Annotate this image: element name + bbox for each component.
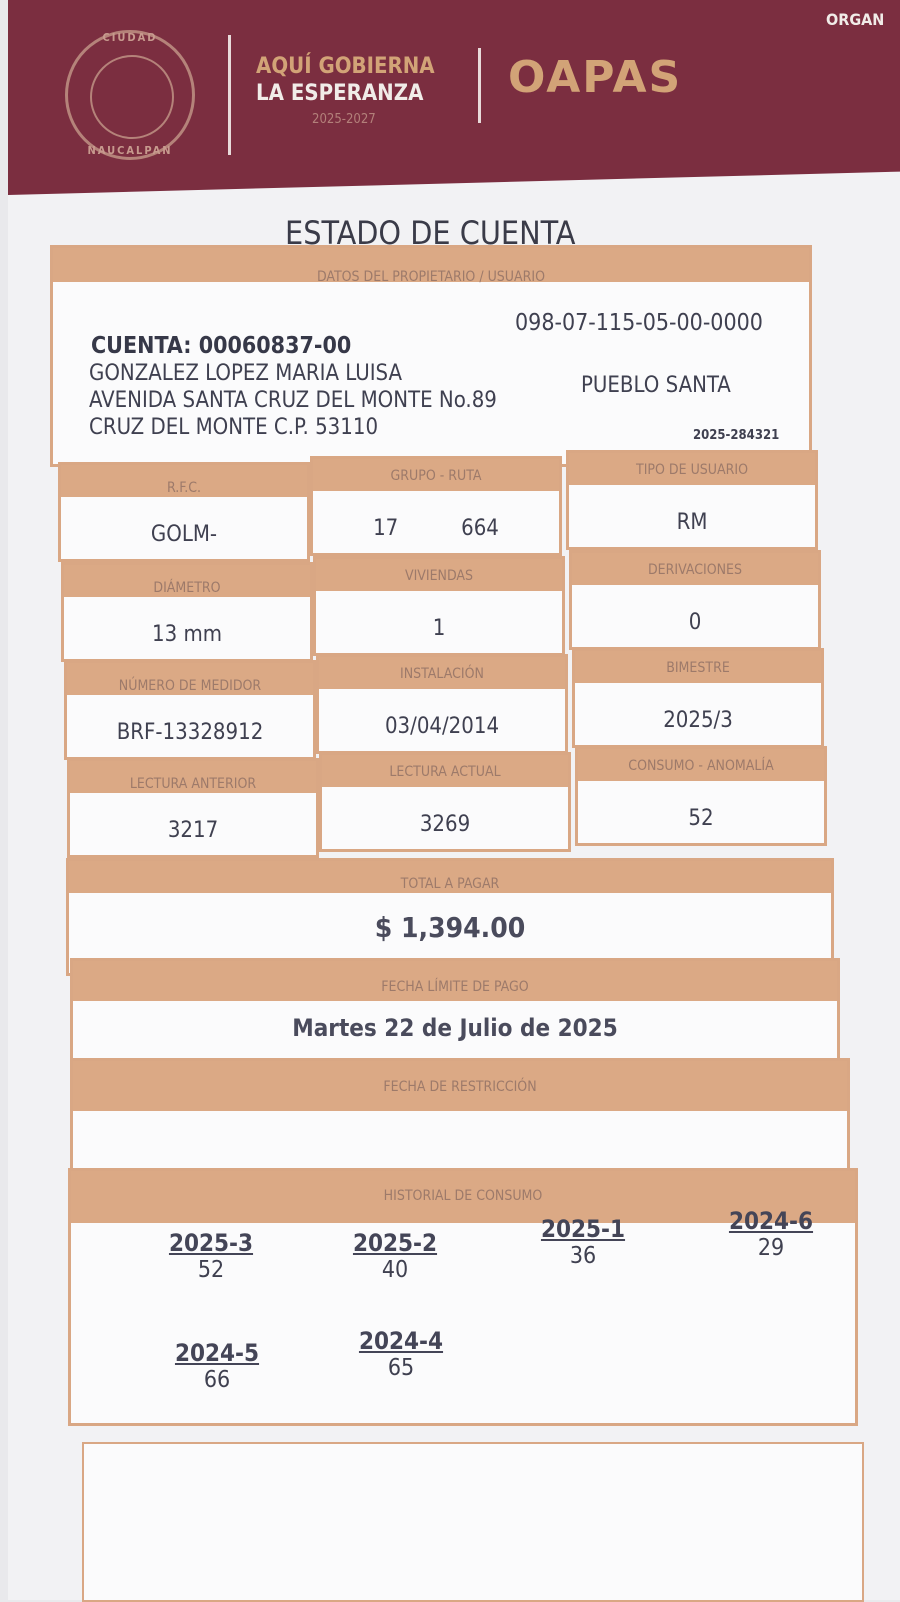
history-value: 65 — [387, 1355, 415, 1381]
field-label: NÚMERO DE MEDIDOR — [67, 663, 313, 695]
section-label: DATOS DEL PROPIETARIO / USUARIO — [53, 248, 809, 285]
bottom-section — [82, 1442, 864, 1602]
history-item: 2024-5 66 — [157, 1339, 277, 1393]
divider — [478, 48, 481, 123]
history-period: 2025-2 — [352, 1229, 438, 1257]
owner-section: DATOS DEL PROPIETARIO / USUARIO CUENTA: … — [50, 245, 812, 467]
field-r-f-c: R.F.C. GOLM- — [58, 462, 310, 562]
history-value: 29 — [757, 1235, 785, 1261]
seal-emblem-icon — [90, 55, 174, 139]
field-label: DERIVACIONES — [572, 553, 818, 585]
field-label: CONSUMO - ANOMALÍA — [578, 749, 824, 781]
history-value: 40 — [381, 1257, 409, 1283]
history-period: 2024-5 — [174, 1339, 260, 1367]
total-label: TOTAL A PAGAR — [69, 861, 831, 893]
history-item: 2025-3 52 — [151, 1229, 271, 1283]
history-period: 2025-1 — [540, 1215, 626, 1243]
field-label: GRUPO - RUTA — [313, 459, 559, 491]
history-period: 2024-4 — [358, 1327, 444, 1355]
field-lectura-anterior: LECTURA ANTERIOR 3217 — [67, 758, 319, 858]
history-period: 2024-6 — [728, 1207, 814, 1235]
corner-text: ORGAN — [826, 10, 885, 29]
owner-name: GONZALEZ LOPEZ MARIA LUISA — [89, 361, 403, 386]
field-lectura-actual: LECTURA ACTUAL 3269 — [319, 752, 571, 852]
history-value: 66 — [203, 1367, 231, 1393]
field-value: 03/04/2014 — [384, 714, 500, 739]
naucalpan-seal-logo: CIUDAD NAUCALPAN — [65, 30, 195, 160]
field-instalación: INSTALACIÓN 03/04/2014 — [316, 654, 568, 754]
field-label: TIPO DE USUARIO — [569, 453, 815, 485]
field-bimestre: BIMESTRE 2025/3 — [572, 648, 824, 748]
field-tipo-de-usuario: TIPO DE USUARIO RM — [566, 450, 818, 550]
field-value: 17 664 — [373, 516, 499, 541]
due-date-value: Martes 22 de Julio de 2025 — [292, 1014, 618, 1042]
restriction-section: FECHA DE RESTRICCIÓN — [70, 1058, 850, 1182]
field-value: GOLM- — [150, 522, 218, 547]
field-value: 0 — [688, 610, 702, 635]
history-section: HISTORIAL DE CONSUMO 2025-3 52 2025-2 40 202… — [68, 1168, 858, 1426]
field-label: LECTURA ANTERIOR — [70, 761, 316, 793]
slogan-line1: AQUÍ GOBIERNA — [256, 54, 435, 79]
field-label: VIVIENDAS — [316, 559, 562, 591]
seal-bottom-text: NAUCALPAN — [87, 144, 173, 157]
field-derivaciones: DERIVACIONES 0 — [569, 550, 821, 650]
slogan-line2: LA ESPERANZA — [256, 81, 424, 106]
field-número-de-medidor: NÚMERO DE MEDIDOR BRF-13328912 — [64, 660, 316, 760]
due-date-section: FECHA LÍMITE DE PAGO Martes 22 de Julio … — [70, 958, 840, 1076]
seal-top-text: CIUDAD — [102, 31, 158, 44]
field-diámetro: DIÁMETRO 13 mm — [61, 562, 313, 662]
history-value: 52 — [197, 1257, 225, 1283]
account-number: CUENTA: 00060837-00 — [91, 333, 352, 359]
field-label: DIÁMETRO — [64, 565, 310, 597]
field-label: BIMESTRE — [575, 651, 821, 683]
field-value: 2025/3 — [663, 708, 733, 733]
history-value: 36 — [569, 1243, 597, 1269]
address-line2: CRUZ DEL MONTE C.P. 53110 — [89, 415, 379, 440]
due-date-label: FECHA LÍMITE DE PAGO — [73, 961, 837, 1001]
field-value: RM — [676, 510, 708, 535]
address-line1: AVENIDA SANTA CRUZ DEL MONTE No.89 — [89, 388, 497, 413]
field-viviendas: VIVIENDAS 1 — [313, 556, 565, 656]
slogan-years: 2025-2027 — [312, 112, 376, 127]
field-value: 13 mm — [151, 622, 223, 647]
field-value: 52 — [688, 806, 714, 831]
total-amount: $ 1,394.00 — [374, 911, 526, 944]
history-item: 2024-4 65 — [341, 1327, 461, 1381]
address-line1b: PUEBLO SANTA — [581, 373, 731, 398]
field-consumo-anomalía: CONSUMO - ANOMALÍA 52 — [575, 746, 827, 846]
field-grupo-ruta: GRUPO - RUTA 17 664 — [310, 456, 562, 556]
field-value: 3269 — [419, 812, 471, 837]
folio-number: 2025-284321 — [693, 428, 780, 443]
brand-logo: OAPAS — [508, 52, 683, 103]
history-item: 2024-6 29 — [711, 1207, 831, 1261]
history-period: 2025-3 — [168, 1229, 254, 1257]
history-item: 2025-1 36 — [523, 1215, 643, 1269]
history-label: HISTORIAL DE CONSUMO — [71, 1171, 855, 1223]
field-value: 1 — [432, 616, 446, 641]
field-label: INSTALACIÓN — [319, 657, 565, 689]
field-label: R.F.C. — [61, 465, 307, 497]
divider — [228, 35, 231, 155]
field-value: BRF-13328912 — [116, 720, 264, 745]
cadastral-key: 098-07-115-05-00-0000 — [515, 310, 763, 336]
restriction-label: FECHA DE RESTRICCIÓN — [73, 1061, 847, 1111]
history-item: 2025-2 40 — [335, 1229, 455, 1283]
field-label: LECTURA ACTUAL — [322, 755, 568, 787]
field-value: 3217 — [167, 818, 219, 843]
